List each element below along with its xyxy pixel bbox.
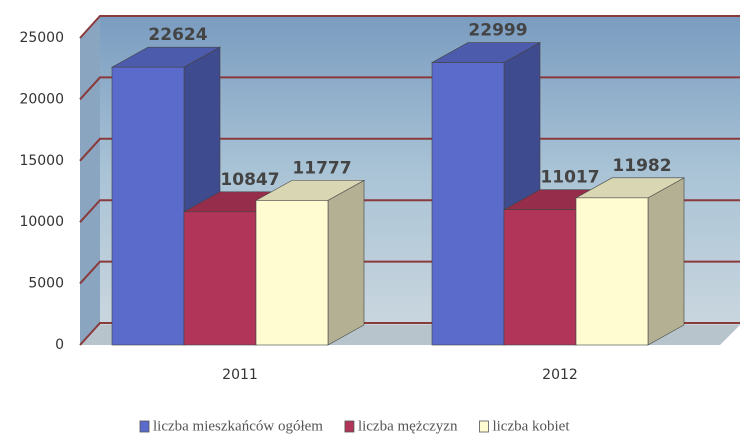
bar-front [255,200,329,346]
y-tick-label: 15000 [19,153,64,169]
bar-front [503,209,577,346]
x-tick-label: 2011 [222,367,258,383]
y-tick-label: 25000 [19,30,64,46]
value-label: 11017 [540,168,599,188]
bar-side [327,179,365,346]
bar-front [183,211,257,346]
value-label: 22624 [148,25,207,45]
bar-front [431,62,505,346]
value-label: 10847 [220,170,279,190]
value-label: 11982 [612,156,671,176]
legend-swatch [344,420,355,433]
grid-line [79,15,740,39]
legend-label: liczba mieszkańców ogółem [153,418,323,434]
y-tick-label: 5000 [28,276,64,292]
y-tick-label: 0 [55,337,64,353]
bar-front [575,197,649,346]
legend-swatch [479,420,489,433]
bar [254,179,366,346]
legend-swatch [139,420,150,433]
x-tick-label: 2012 [542,367,578,383]
bar-front [111,66,185,346]
bar [574,177,686,346]
y-tick-label: 20000 [19,91,64,107]
bar [110,46,222,346]
side-wall [80,16,100,345]
bar-side [647,177,685,346]
value-label: 11777 [292,158,351,178]
legend-label: liczba kobiet [492,418,570,434]
value-label: 22999 [468,21,527,41]
legend-label: liczba mężczyzn [358,418,458,434]
y-tick-label: 10000 [19,214,64,230]
